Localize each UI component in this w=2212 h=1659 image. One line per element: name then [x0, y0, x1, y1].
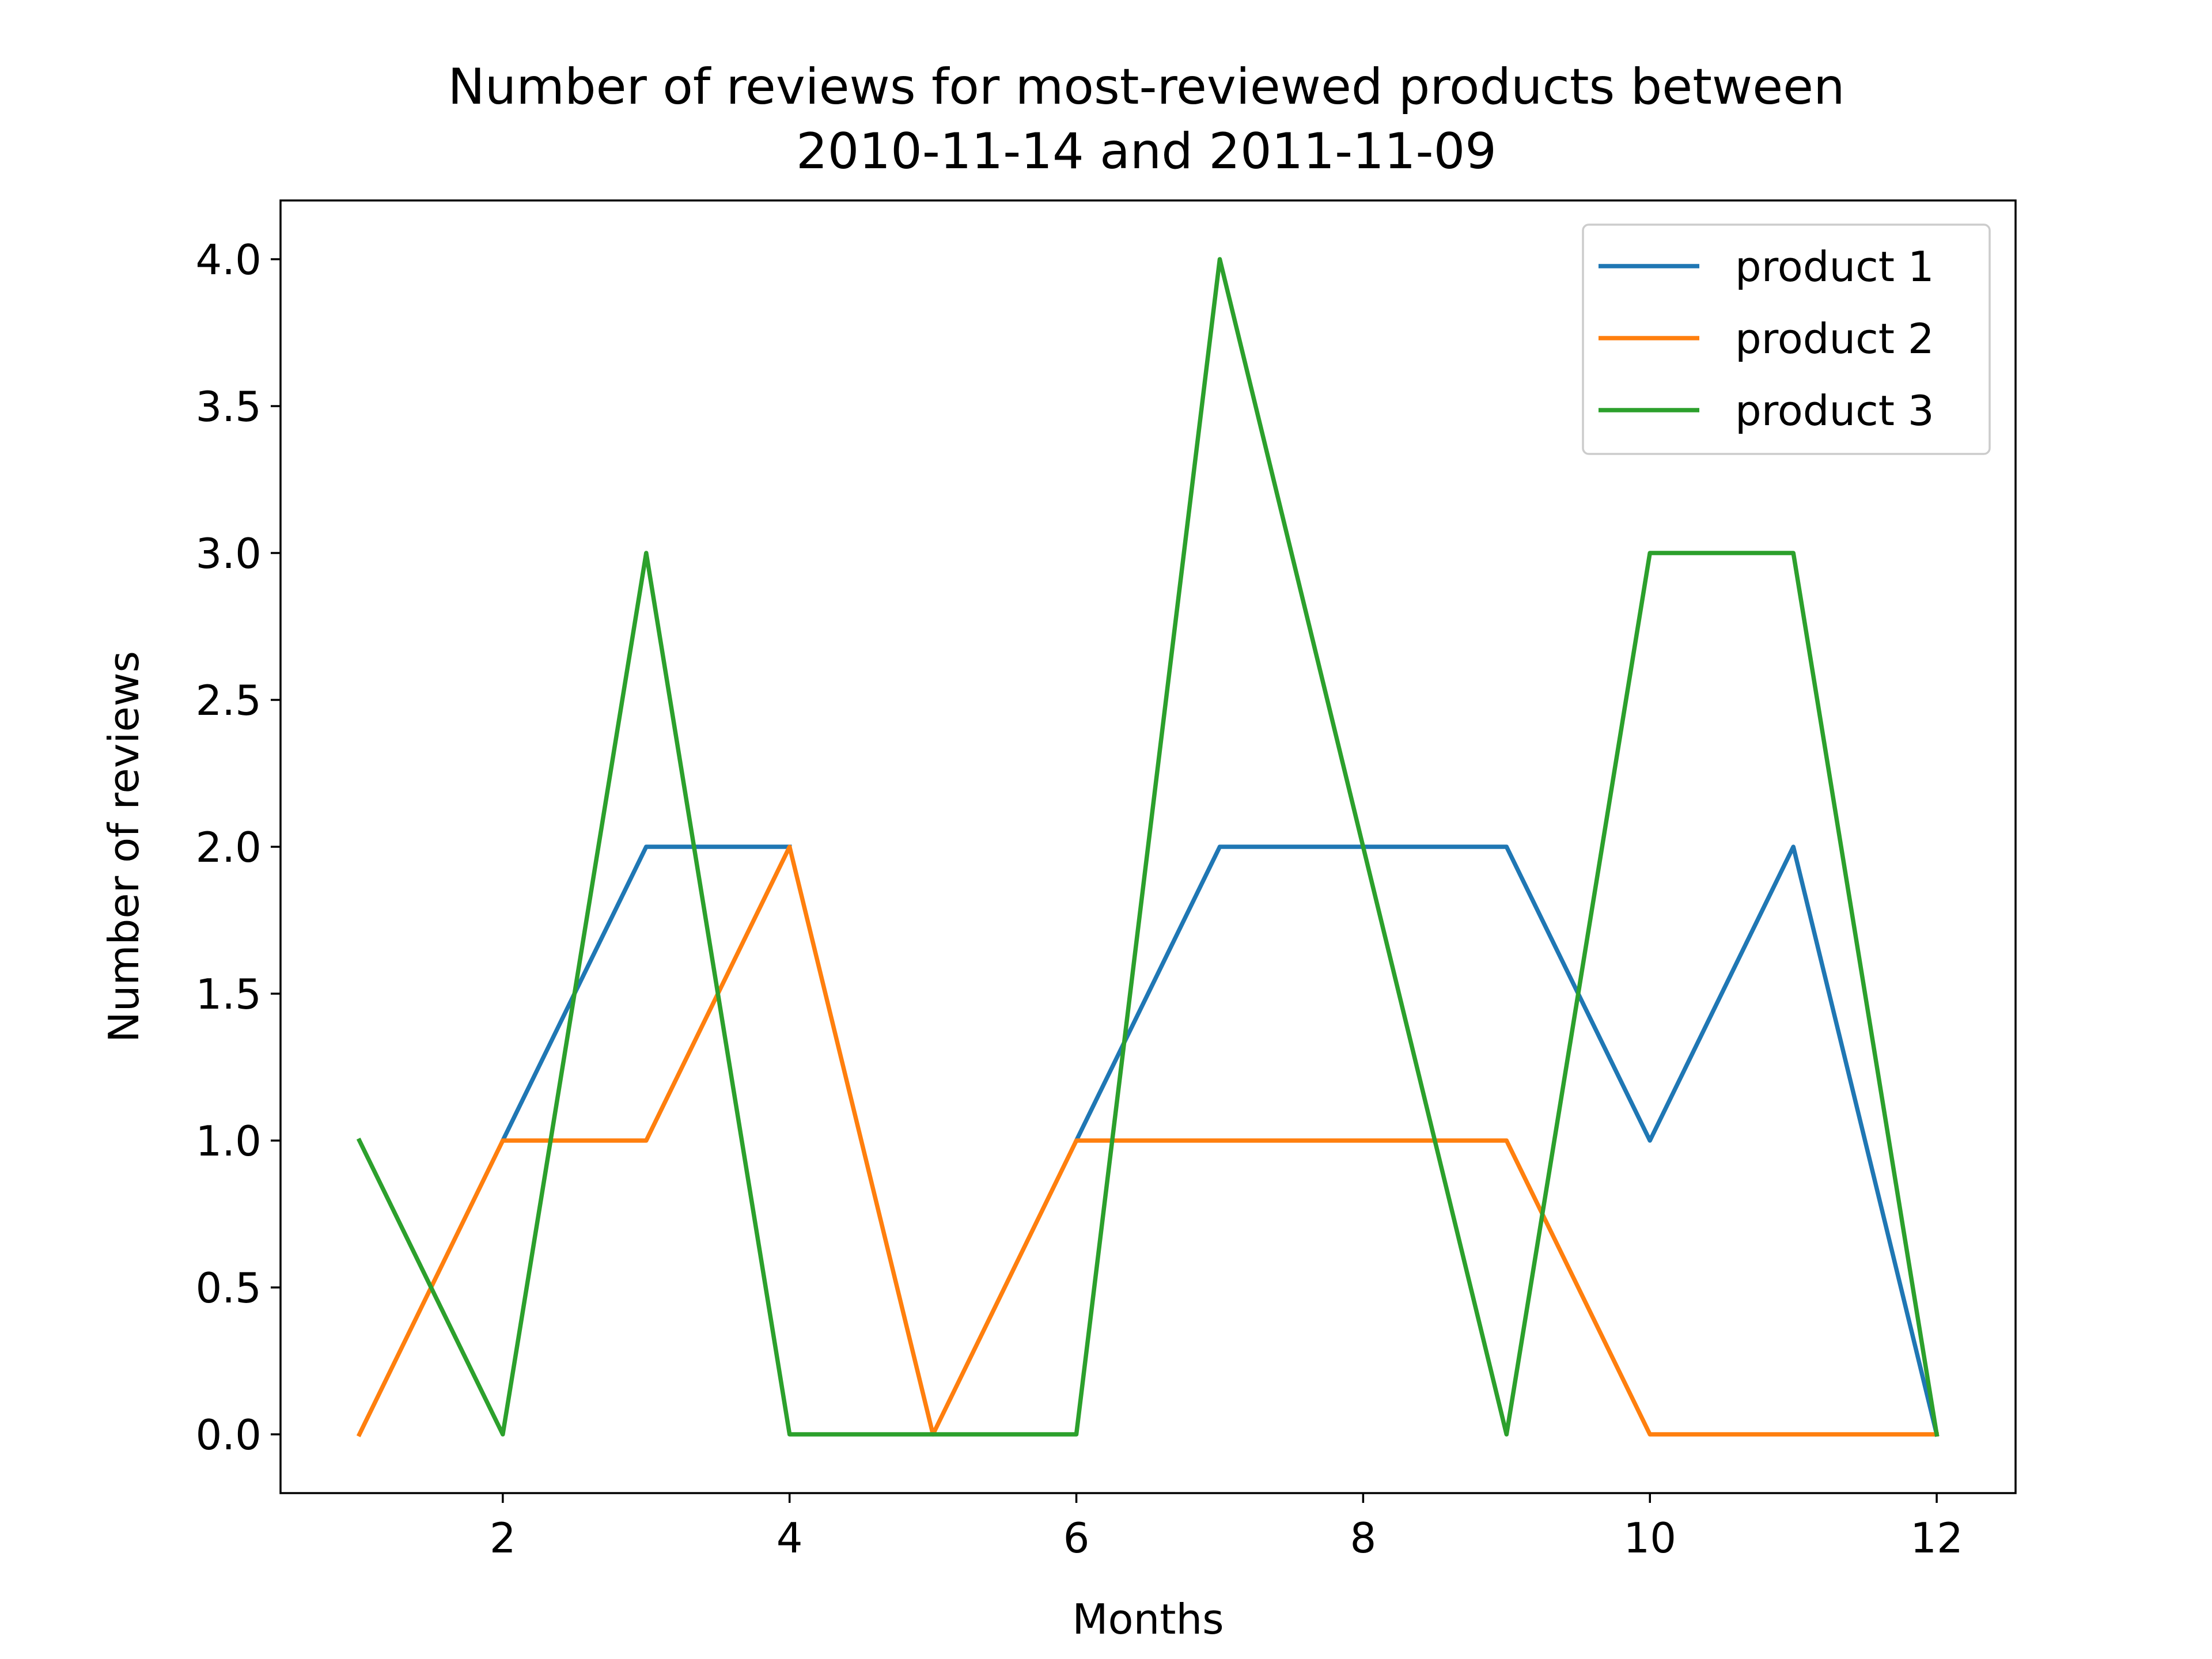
x-tick-label-8: 8 — [1350, 1514, 1376, 1562]
y-tick-label-4.0: 4.0 — [195, 236, 262, 284]
y-axis-label: Number of reviews — [100, 651, 148, 1043]
y-tick-label-2.5: 2.5 — [195, 676, 262, 725]
y-tick-label-0.5: 0.5 — [195, 1264, 262, 1312]
x-tick-label-2: 2 — [490, 1514, 516, 1562]
x-tick-label-6: 6 — [1063, 1514, 1090, 1562]
y-tick-label-0.0: 0.0 — [195, 1411, 262, 1459]
legend-box — [1582, 224, 1991, 455]
series-line-product-3 — [356, 257, 1940, 1437]
legend-label-product-3: product 3 — [1735, 387, 1934, 435]
x-tick-label-12: 12 — [1910, 1514, 1963, 1562]
y-tick-label-2.0: 2.0 — [195, 823, 262, 872]
y-tick-label-3.5: 3.5 — [195, 382, 262, 431]
y-tick-label-1.0: 1.0 — [195, 1117, 262, 1165]
legend: product 1 product 2 product 3 — [1582, 224, 1991, 455]
series-layer — [356, 257, 1940, 1438]
y-tick-label-3.0: 3.0 — [195, 529, 262, 578]
plot-frame — [279, 199, 2017, 1494]
series-line-product-2 — [356, 844, 1939, 1438]
legend-label-product-1: product 1 — [1735, 243, 1934, 291]
y-tick-label-1.5: 1.5 — [195, 970, 262, 1018]
legend-label-product-2: product 2 — [1735, 315, 1934, 363]
x-tick-label-10: 10 — [1623, 1514, 1676, 1562]
ticks-layer: 2 4 6 8 10 12 0.0 0.5 1.0 1.5 2.0 2.5 3.0 3.5 4.0 — [195, 236, 1963, 1562]
chart-title-line-2: 2010-11-14 and 2011-11-09 — [796, 123, 1497, 180]
series-line-product-1-segment-2 — [1073, 844, 1940, 1437]
x-axis-label: Months — [1072, 1595, 1224, 1643]
x-tick-label-4: 4 — [777, 1514, 803, 1562]
series-line-product-1-segment-1 — [499, 844, 792, 1144]
chart-title-line-1: Number of reviews for most-reviewed prod… — [448, 58, 1844, 116]
